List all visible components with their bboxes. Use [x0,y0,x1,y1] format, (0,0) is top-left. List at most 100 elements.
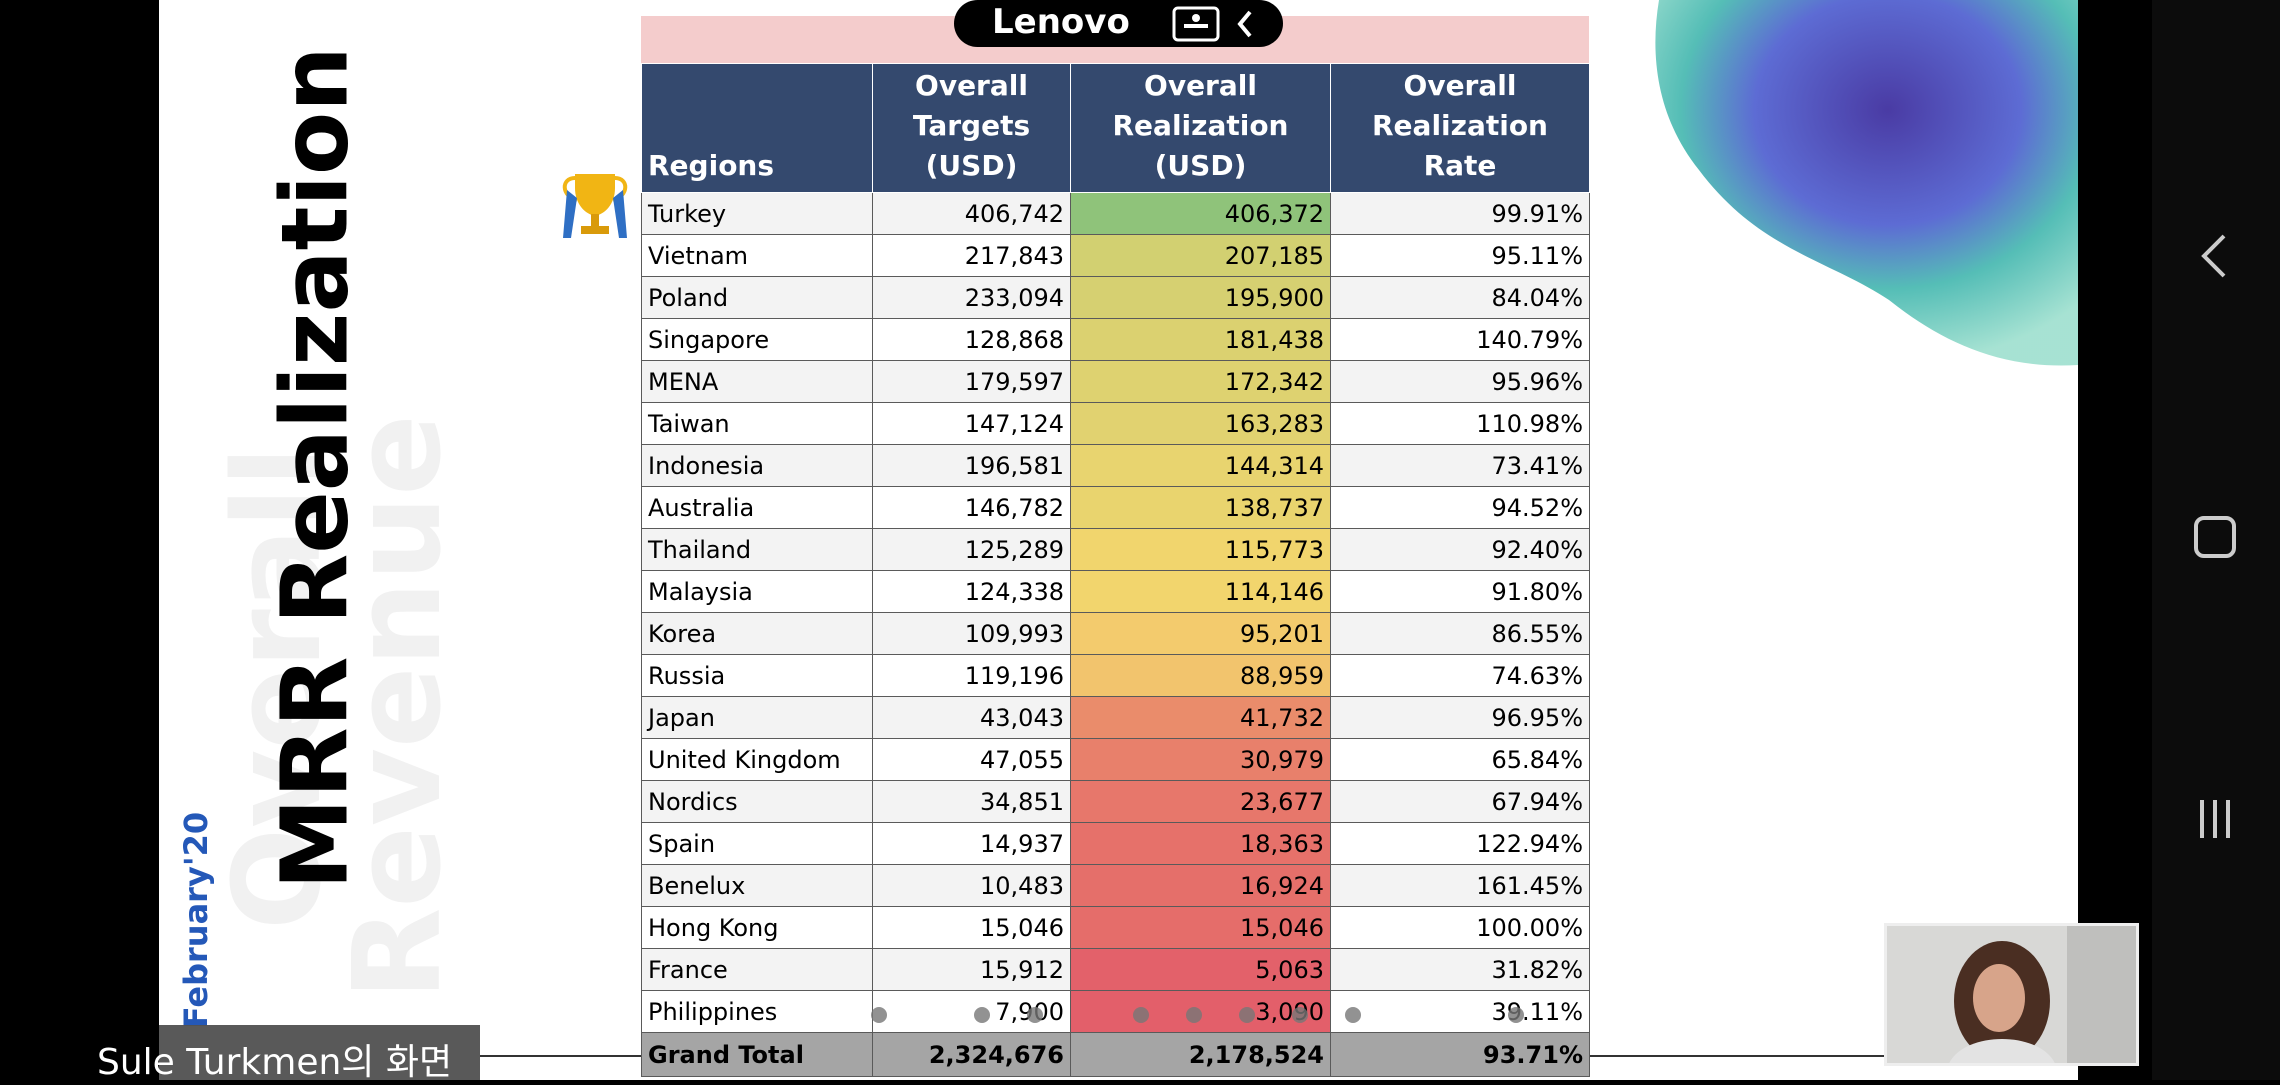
value-cell: 94.52% [1330,486,1590,529]
value-cell: 91.80% [1330,570,1590,613]
region-cell: Thailand [641,528,873,571]
region-cell: Japan [641,696,873,739]
value-cell: 41,732 [1070,696,1331,739]
total-value: 2,178,524 [1070,1032,1331,1077]
value-cell: 109,993 [872,612,1071,655]
divider-lines [480,1055,1884,1057]
header-line: Overall [1403,69,1517,102]
value-cell: 39.11% [1330,990,1590,1033]
date: February'20 [177,811,215,1029]
value-cell: 124,338 [872,570,1071,613]
value-cell: 179,597 [872,360,1071,403]
value-cell: 47,055 [872,738,1071,781]
value-cell: 233,094 [872,276,1071,319]
value-cell: 125,289 [872,528,1071,571]
table-row: Malaysia 124,338 114,146 91.80% [641,570,1590,613]
value-cell: 100.00% [1330,906,1590,949]
value-cell: 74.63% [1330,654,1590,697]
region-cell: Vietnam [641,234,873,277]
value-cell: 15,046 [872,906,1071,949]
region-cell: France [641,948,873,991]
value-cell: 15,046 [1070,906,1331,949]
value-cell: 86.55% [1330,612,1590,655]
value-cell: 196,581 [872,444,1071,487]
region-cell: Turkey [641,192,873,235]
value-cell: 138,737 [1070,486,1331,529]
region-cell: Korea [641,612,873,655]
total-label: Grand Total [641,1032,873,1077]
value-cell: 67.94% [1330,780,1590,823]
value-cell: 144,314 [1070,444,1331,487]
value-cell: 406,372 [1070,192,1331,235]
home-button[interactable] [2194,516,2236,558]
column-header: Overall Realization Rate [1330,63,1590,193]
value-cell: 207,185 [1070,234,1331,277]
value-cell: 16,924 [1070,864,1331,907]
recents-button[interactable] [2200,800,2230,838]
table-row: Australia 146,782 138,737 94.52% [641,486,1590,529]
value-cell: 96.95% [1330,696,1590,739]
region-cell: Taiwan [641,402,873,445]
total-value: 93.71% [1330,1032,1590,1077]
table-row: Japan 43,043 41,732 96.95% [641,696,1590,739]
value-cell: 146,782 [872,486,1071,529]
column-header: Overall Realization (USD) [1070,63,1331,193]
region-cell: Poland [641,276,873,319]
caption: Sule Turkmen의 화면 [97,1042,453,1083]
table-row: Poland 233,094 195,900 84.04% [641,276,1590,319]
table-row: Turkey 406,742 406,372 99.91% [641,192,1590,235]
toolbar-icons [1172,6,1252,42]
table-row: Benelux 10,483 16,924 161.45% [641,864,1590,907]
region-cell: Australia [641,486,873,529]
webcam-person [1949,926,2136,1063]
total-row: Grand Total 2,324,676 2,178,524 93.71% [641,1032,1590,1077]
slide: Overall Revenue MRR Realization February… [159,0,2078,1080]
region-cell: Singapore [641,318,873,361]
table-row: Thailand 125,289 115,773 92.40% [641,528,1590,571]
value-cell: 217,843 [872,234,1071,277]
slide-dots [871,1007,1524,1023]
value-cell: 406,742 [872,192,1071,235]
value-cell: 31.82% [1330,948,1590,991]
value-cell: 140.79% [1330,318,1590,361]
table-row: Vietnam 217,843 207,185 95.11% [641,234,1590,277]
value-cell: 122.94% [1330,822,1590,865]
region-cell: Russia [641,654,873,697]
value-cell: 84.04% [1330,276,1590,319]
header-row: Regions Overall Targets (USD) Overall Realiza… [641,63,1590,193]
back-button[interactable] [2201,234,2226,278]
region-cell: Hong Kong [641,906,873,949]
column-header: Regions [641,63,873,193]
value-cell: 163,283 [1070,402,1331,445]
data-table: Regions Overall Targets (USD) Overall Realiza… [641,63,1590,1077]
value-cell: 73.41% [1330,444,1590,487]
header-line: Realization [1372,109,1548,142]
nav-bar [2152,0,2280,1080]
trophy-icon [562,174,628,238]
value-cell: 65.84% [1330,738,1590,781]
value-cell: 172,342 [1070,360,1331,403]
column-header: Overall Targets (USD) [872,63,1071,193]
header-line: Targets [912,109,1031,142]
table-row: Spain 14,937 18,363 122.94% [641,822,1590,865]
value-cell: 95.11% [1330,234,1590,277]
value-cell: 95,201 [1070,612,1331,655]
region-cell: Indonesia [641,444,873,487]
table-row: Hong Kong 15,046 15,046 100.00% [641,906,1590,949]
value-cell: 92.40% [1330,528,1590,571]
slide-title: MRR Realization [261,46,369,890]
table-row: Singapore 128,868 181,438 140.79% [641,318,1590,361]
header-line: (USD) [1154,149,1247,182]
logo-pill: Lenovo [954,0,1283,47]
table-body: Turkey 406,742 406,372 99.91% Vietnam 217,843… [641,192,1590,1077]
region-cell: MENA [641,360,873,403]
value-cell: 10,483 [872,864,1071,907]
value-cell: 147,124 [872,402,1071,445]
value-cell: 34,851 [872,780,1071,823]
table-row: France 15,912 5,063 31.82% [641,948,1590,991]
logo: Lenovo [992,2,1130,42]
value-cell: 88,959 [1070,654,1331,697]
region-cell: Benelux [641,864,873,907]
header-line: Realization [1112,109,1289,142]
